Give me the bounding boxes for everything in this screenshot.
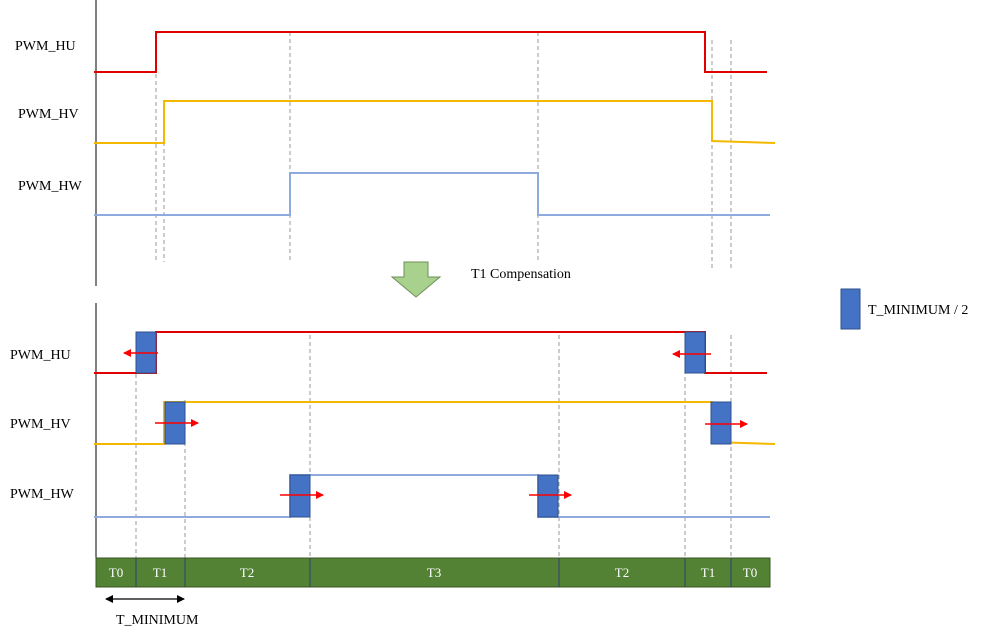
top-diagram: PWM_HU PWM_HV PWM_HW: [15, 0, 776, 286]
timeline-seg-t0-right: T0: [743, 565, 757, 580]
top-waveform-hu: [94, 31, 767, 73]
pulse-hw-fall: [537, 474, 559, 518]
bottom-label-hv: PWM_HV: [10, 417, 71, 432]
bottom-diagram: PWM_HU PWM_HV PWM_HW: [10, 303, 776, 628]
compensation-label: T1 Compensation: [471, 267, 571, 282]
top-waveform-hw: [94, 172, 770, 216]
top-label-hv: PWM_HV: [18, 107, 79, 122]
bottom-label-hw: PWM_HW: [10, 487, 75, 502]
timeline-seg-t1-left: T1: [153, 565, 167, 580]
top-guide-lines: [155, 32, 732, 270]
legend-pulse-swatch: [840, 288, 861, 330]
top-label-hw: PWM_HW: [18, 179, 83, 194]
timeline-seg-t3: T3: [427, 565, 441, 580]
pulse-hw-rise: [289, 474, 311, 518]
timeline-seg-t2-right: T2: [615, 565, 629, 580]
timeline-bar: T0 T1 T2 T3 T2 T1 T0: [95, 557, 771, 588]
top-label-hu: PWM_HU: [15, 39, 76, 54]
bottom-waveform-hw: [94, 474, 770, 518]
bottom-label-hu: PWM_HU: [10, 348, 71, 363]
pulse-hv-fall: [710, 401, 732, 445]
bottom-guide-lines: [135, 332, 732, 558]
legend-label: T_MINIMUM / 2: [868, 303, 968, 318]
timeline-seg-t0-left: T0: [109, 565, 123, 580]
top-waveform-hv: [94, 100, 776, 144]
pulse-hu-fall: [684, 331, 706, 374]
timeline-seg-t2-left: T2: [240, 565, 254, 580]
bottom-waveform-hu: [94, 331, 767, 374]
down-arrow-icon: [390, 261, 442, 298]
t-minimum-label: T_MINIMUM: [116, 613, 199, 628]
timeline-seg-t1-right: T1: [701, 565, 715, 580]
